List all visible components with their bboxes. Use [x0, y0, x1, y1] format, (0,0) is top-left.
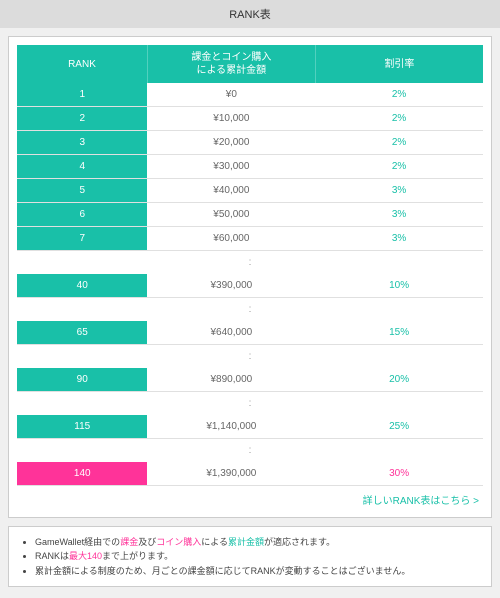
rank-cell: 140: [17, 462, 147, 486]
ellipsis-row: :: [17, 298, 483, 322]
notes-list: GameWallet経由での課金及びコイン購入による累計金額が適応されます。RA…: [19, 535, 481, 578]
rank-cell: 5: [17, 179, 147, 203]
amount-cell: ¥40,000: [147, 179, 315, 203]
rank-cell: 3: [17, 131, 147, 155]
rate-cell: 2%: [315, 83, 483, 107]
detail-link-row: 詳しいRANK表はこちら >: [17, 486, 483, 509]
amount-cell: ¥20,000: [147, 131, 315, 155]
rank-cell: 6: [17, 203, 147, 227]
table-row: 90¥890,00020%: [17, 368, 483, 392]
ellipsis-row: :: [17, 439, 483, 463]
table-row: 1¥02%: [17, 83, 483, 107]
ellipsis-row: :: [17, 392, 483, 416]
rank-cell: 7: [17, 227, 147, 251]
rate-cell: 25%: [315, 415, 483, 439]
ellipsis-cell: :: [17, 345, 483, 369]
table-row: 40¥390,00010%: [17, 274, 483, 298]
rate-cell: 3%: [315, 179, 483, 203]
table-row: 2¥10,0002%: [17, 107, 483, 131]
col-header-2: 割引率: [315, 45, 483, 83]
rank-cell: 4: [17, 155, 147, 179]
table-row: 3¥20,0002%: [17, 131, 483, 155]
rank-table: RANK課金とコイン購入による累計金額割引率 1¥02%2¥10,0002%3¥…: [17, 45, 483, 486]
table-row: 140¥1,390,00030%: [17, 462, 483, 486]
col-header-1: 課金とコイン購入による累計金額: [147, 45, 315, 83]
amount-cell: ¥1,140,000: [147, 415, 315, 439]
amount-cell: ¥390,000: [147, 274, 315, 298]
rank-cell: 1: [17, 83, 147, 107]
amount-cell: ¥0: [147, 83, 315, 107]
table-row: 65¥640,00015%: [17, 321, 483, 345]
ellipsis-cell: :: [17, 298, 483, 322]
amount-cell: ¥60,000: [147, 227, 315, 251]
amount-cell: ¥1,390,000: [147, 462, 315, 486]
header-row: RANK課金とコイン購入による累計金額割引率: [17, 45, 483, 83]
amount-cell: ¥10,000: [147, 107, 315, 131]
rank-panel: RANK課金とコイン購入による累計金額割引率 1¥02%2¥10,0002%3¥…: [8, 36, 492, 518]
note-item: GameWallet経由での課金及びコイン購入による累計金額が適応されます。: [35, 535, 481, 549]
note-item: RANKは最大140まで上がります。: [35, 549, 481, 563]
rank-cell: 2: [17, 107, 147, 131]
ellipsis-cell: :: [17, 392, 483, 416]
amount-cell: ¥50,000: [147, 203, 315, 227]
table-row: 5¥40,0003%: [17, 179, 483, 203]
note-item: 累計金額による制度のため、月ごとの課金額に応じてRANKが変動することはございま…: [35, 564, 481, 578]
rate-cell: 2%: [315, 155, 483, 179]
table-body: 1¥02%2¥10,0002%3¥20,0002%4¥30,0002%5¥40,…: [17, 83, 483, 486]
rank-cell: 40: [17, 274, 147, 298]
table-row: 6¥50,0003%: [17, 203, 483, 227]
notes-box: GameWallet経由での課金及びコイン購入による累計金額が適応されます。RA…: [8, 526, 492, 587]
rate-cell: 3%: [315, 203, 483, 227]
amount-cell: ¥30,000: [147, 155, 315, 179]
col-header-0: RANK: [17, 45, 147, 83]
ellipsis-cell: :: [17, 439, 483, 463]
table-row: 115¥1,140,00025%: [17, 415, 483, 439]
ellipsis-row: :: [17, 345, 483, 369]
rate-cell: 20%: [315, 368, 483, 392]
window-title: RANK表: [0, 0, 500, 28]
table-row: 4¥30,0002%: [17, 155, 483, 179]
rate-cell: 2%: [315, 131, 483, 155]
table-row: 7¥60,0003%: [17, 227, 483, 251]
rate-cell: 10%: [315, 274, 483, 298]
rate-cell: 2%: [315, 107, 483, 131]
rate-cell: 15%: [315, 321, 483, 345]
ellipsis-row: :: [17, 251, 483, 275]
detail-rank-link[interactable]: 詳しいRANK表はこちら >: [363, 496, 479, 507]
amount-cell: ¥640,000: [147, 321, 315, 345]
amount-cell: ¥890,000: [147, 368, 315, 392]
ellipsis-cell: :: [17, 251, 483, 275]
rate-cell: 30%: [315, 462, 483, 486]
rank-cell: 65: [17, 321, 147, 345]
rate-cell: 3%: [315, 227, 483, 251]
rank-cell: 90: [17, 368, 147, 392]
rank-cell: 115: [17, 415, 147, 439]
